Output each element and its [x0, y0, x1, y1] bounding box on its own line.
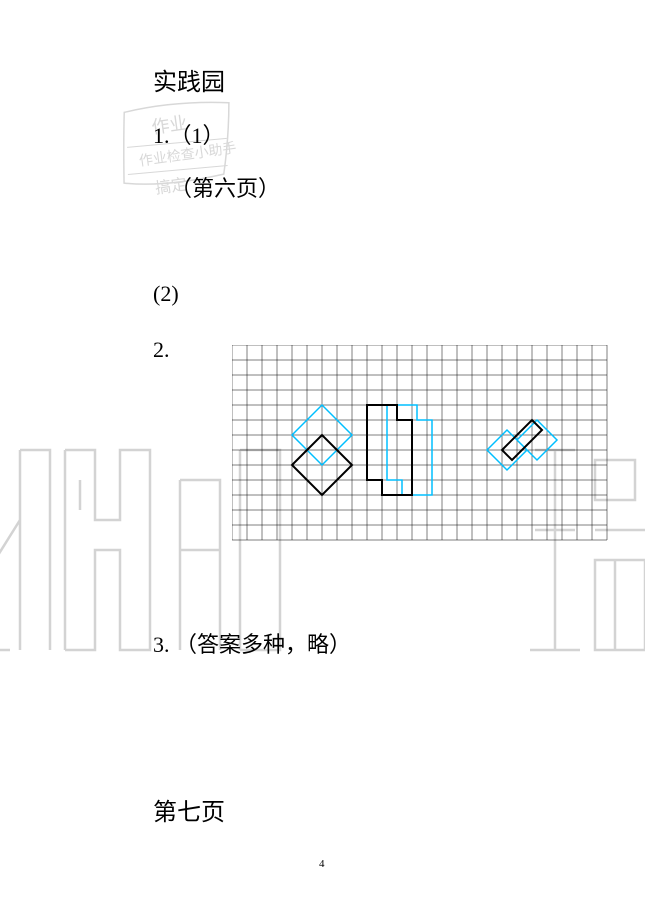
- item-1-1: 1.（1）: [153, 118, 225, 150]
- page-seven-heading: 第七页: [153, 792, 225, 827]
- section-title: 实践园: [153, 62, 225, 97]
- page-reference: （第六页）: [170, 171, 280, 203]
- item-3: 3. （答案多种，略）: [153, 627, 351, 659]
- item-1-2: (2): [153, 281, 179, 307]
- page-number: 4: [319, 858, 325, 870]
- grid-diagram: [232, 345, 612, 550]
- item-2: 2.: [153, 337, 170, 363]
